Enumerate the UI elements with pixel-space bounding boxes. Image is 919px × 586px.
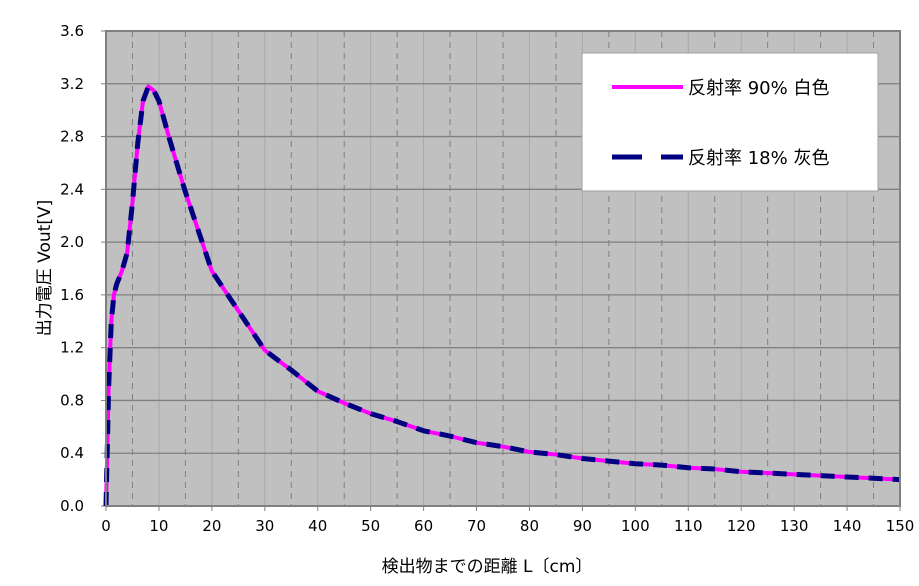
legend: 反射率 90% 白色 反射率 18% 灰色	[581, 52, 879, 192]
series-line-reflect-18	[103, 83, 901, 507]
x-tick-label: 130	[780, 517, 809, 535]
y-tick-label: 0.0	[60, 497, 84, 515]
x-tick-label: 20	[202, 517, 221, 535]
x-axis-title: 検出物までの距離 L〔cm〕	[382, 557, 593, 577]
y-axis-title: 出力電圧 Vout[V]	[35, 200, 55, 336]
legend-label-18: 反射率 18% 灰色	[688, 148, 829, 169]
y-tick-label: 3.2	[60, 75, 84, 93]
y-tick-label: 1.2	[60, 339, 84, 357]
y-tick-label: 0.8	[60, 391, 84, 409]
x-tick-label: 70	[467, 517, 486, 535]
x-tick-label: 120	[727, 517, 756, 535]
x-tick-label: 40	[308, 517, 327, 535]
legend-label-90: 反射率 90% 白色	[688, 78, 829, 99]
plot-border	[105, 30, 901, 507]
x-tick-label: 100	[621, 517, 650, 535]
y-tick-label: 3.6	[60, 22, 84, 40]
x-tick-label: 90	[573, 517, 592, 535]
x-tick-label: 80	[520, 517, 539, 535]
x-tick-label: 60	[414, 517, 433, 535]
x-tick-label: 140	[833, 517, 862, 535]
legend-box	[581, 52, 879, 192]
x-tick-label: 10	[149, 517, 168, 535]
x-tick-label: 110	[674, 517, 703, 535]
x-tick-label: 150	[886, 517, 915, 535]
x-tick-label: 50	[361, 517, 380, 535]
y-tick-label: 2.8	[60, 128, 84, 146]
y-tick-label: 2.4	[60, 180, 84, 198]
y-tick-label: 1.6	[60, 286, 84, 304]
x-tick-label: 30	[255, 517, 274, 535]
y-tick-label: 2.0	[60, 233, 84, 251]
y-tick-label: 0.4	[60, 444, 84, 462]
x-tick-label: 0	[101, 517, 111, 535]
